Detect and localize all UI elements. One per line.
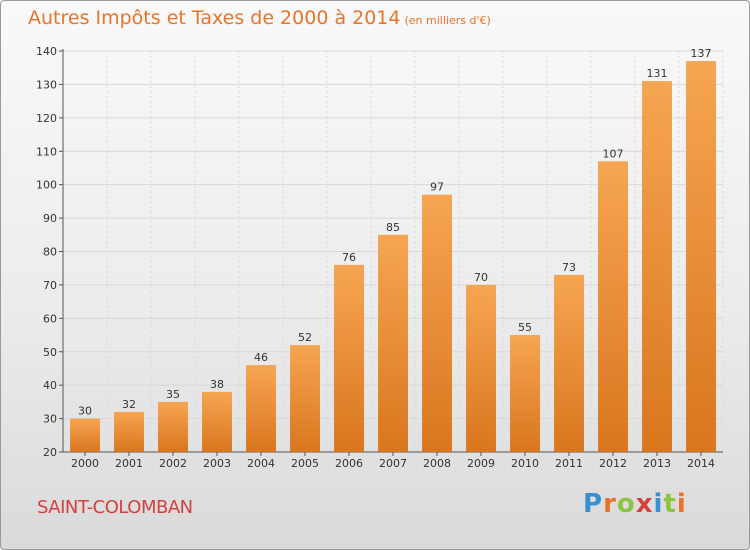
bar-2001 [114, 411, 144, 452]
logo-letter: r [603, 489, 617, 519]
y-tick-label: 130 [36, 78, 57, 91]
x-tick-label: 2002 [159, 457, 187, 470]
bar-2011 [554, 274, 584, 452]
logo-letter: o [616, 489, 636, 519]
x-tick-label: 2008 [423, 457, 451, 470]
x-tick-label: 2013 [643, 457, 671, 470]
value-label: 107 [603, 147, 624, 160]
value-label: 70 [474, 271, 488, 284]
bar-2013 [642, 81, 672, 452]
bar-2002 [158, 401, 188, 452]
bar-2007 [378, 234, 408, 452]
x-tick-label: 2001 [115, 457, 143, 470]
y-tick-label: 70 [43, 279, 57, 292]
unit-label: (en milliers d'€) [404, 14, 491, 27]
x-tick-label: 2005 [291, 457, 319, 470]
value-label: 137 [691, 47, 712, 60]
value-label: 97 [430, 181, 444, 194]
y-tick-label: 50 [43, 346, 57, 359]
y-tick-label: 40 [43, 379, 57, 392]
bar-2005 [290, 345, 320, 452]
value-label: 32 [122, 398, 136, 411]
y-tick-label: 90 [43, 212, 57, 225]
value-label: 38 [210, 378, 224, 391]
y-tick-label: 20 [43, 446, 57, 459]
value-label: 85 [386, 221, 400, 234]
value-label: 30 [78, 405, 92, 418]
logo-letter: x [635, 489, 654, 519]
x-tick-label: 2006 [335, 457, 363, 470]
value-label: 52 [298, 331, 312, 344]
logo-letter: t [663, 489, 677, 519]
bar-2000 [70, 418, 100, 452]
bar-2014 [686, 61, 716, 453]
bar-2004 [246, 365, 276, 452]
x-tick-label: 2012 [599, 457, 627, 470]
y-tick-label: 120 [36, 112, 57, 125]
x-tick-label: 2003 [203, 457, 231, 470]
bar-2006 [334, 264, 364, 452]
y-tick-label: 60 [43, 312, 57, 325]
bar-2010 [510, 335, 540, 452]
value-label: 55 [518, 321, 532, 334]
bars [70, 61, 716, 453]
axes: 20 30 40 50 60 70 80 90 100 110 120 130 140 2000 2001 2… [36, 45, 723, 470]
y-tick-label: 80 [43, 246, 57, 259]
bar-2003 [202, 391, 232, 452]
proxiti-logo: Proxiti [583, 489, 687, 519]
logo-letter: P [583, 489, 604, 519]
logo-letter: i [653, 489, 664, 519]
x-tick-label: 2014 [687, 457, 715, 470]
x-tick-label: 2000 [71, 457, 99, 470]
x-tick-label: 2007 [379, 457, 407, 470]
y-tick-label: 100 [36, 179, 57, 192]
x-tick-label: 2010 [511, 457, 539, 470]
y-tick-label: 140 [36, 45, 57, 58]
labels: 30 32 35 38 46 52 76 85 97 70 55 73 107 131 137 [78, 47, 712, 418]
x-tick-label: 2011 [555, 457, 583, 470]
commune-name: SAINT-COLOMBAN [37, 497, 193, 518]
logo-letter: i [676, 489, 687, 519]
x-tick-label: 2004 [247, 457, 275, 470]
y-tick-label: 30 [43, 413, 57, 426]
bar-2008 [422, 194, 452, 453]
x-tick-label: 2009 [467, 457, 495, 470]
value-label: 76 [342, 251, 356, 264]
value-label: 46 [254, 351, 268, 364]
value-label: 35 [166, 388, 180, 401]
value-label: 131 [647, 67, 668, 80]
bar-2009 [466, 284, 496, 452]
bar-2012 [598, 161, 628, 452]
y-tick-label: 110 [36, 145, 57, 158]
chart-title: Autres Impôts et Taxes de 2000 à 2014 (en… [28, 7, 491, 29]
value-label: 73 [562, 261, 576, 274]
